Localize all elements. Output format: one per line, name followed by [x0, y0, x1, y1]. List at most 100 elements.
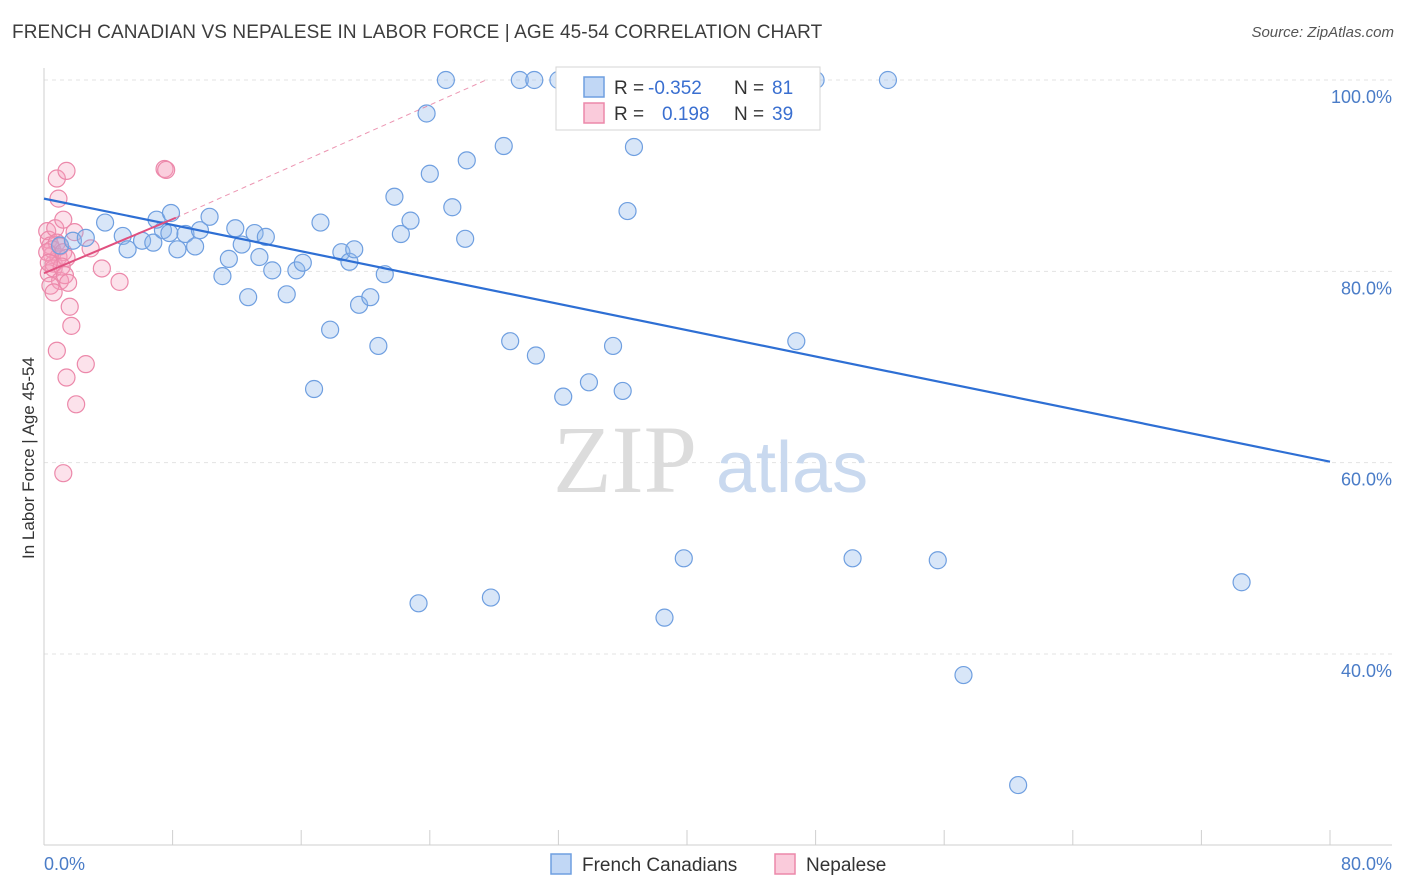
- french-canadian-point: [443, 198, 462, 217]
- french-canadian-point: [311, 213, 330, 232]
- watermark-zip: ZIP: [553, 406, 697, 513]
- chart-title: FRENCH CANADIAN VS NEPALESE IN LABOR FOR…: [12, 22, 823, 43]
- y-tick-label-40: 40.0%: [1341, 661, 1392, 681]
- french-canadian-point: [95, 213, 115, 232]
- french-canadian-point: [878, 70, 898, 90]
- french-canadian-point: [213, 267, 232, 286]
- french-canadian-point: [369, 336, 388, 356]
- french-canadian-point: [160, 223, 179, 243]
- french-canadian-point: [525, 70, 544, 90]
- y-axis-label: In Labor Force | Age 45-54: [19, 357, 38, 559]
- french-canadian-point: [401, 211, 420, 230]
- french-canadian-point: [277, 285, 296, 304]
- french-canadian-point: [928, 551, 947, 570]
- bottom-legend-swatch-nepal: [774, 853, 796, 875]
- y-tick-label-60: 60.0%: [1341, 470, 1392, 490]
- french-canadian-point: [674, 549, 693, 568]
- nepalese-point: [47, 169, 66, 188]
- nepalese-point: [57, 368, 76, 387]
- french-canadian-point: [618, 201, 637, 221]
- nepalese-point: [57, 161, 76, 180]
- x-tick-label-80: 80.0%: [1341, 854, 1392, 874]
- french-canadian-point: [579, 373, 599, 392]
- nepalese-point: [44, 283, 63, 302]
- french-canadian-point: [250, 247, 269, 267]
- french-canadian-point: [345, 240, 364, 259]
- nepalese-point: [54, 210, 73, 229]
- french-canadian-point: [843, 549, 862, 568]
- french-canadian-point: [226, 219, 245, 238]
- french-canadian-point: [144, 233, 163, 252]
- french-canadian-point: [457, 151, 476, 170]
- legend-r-label-french: R =: [614, 78, 644, 99]
- y-tick-labels: 40.0% 60.0% 80.0% 100.0%: [1331, 87, 1392, 681]
- nepalese-trend-extension: [175, 79, 487, 219]
- french-canadian-point: [655, 608, 674, 627]
- nepalese-point: [59, 273, 78, 292]
- french-canadian-point: [304, 379, 324, 399]
- french-canadian-point: [510, 70, 529, 90]
- french-canadian-point: [219, 249, 238, 268]
- french-canadian-point: [603, 336, 623, 356]
- french-canadian-point: [76, 228, 95, 247]
- legend-r-label-nepal: R =: [614, 104, 644, 125]
- french-canadian-point: [293, 253, 312, 272]
- french-canadian-point: [200, 207, 219, 226]
- nepalese-point: [110, 272, 129, 291]
- legend-n-value-french: 81: [772, 78, 793, 99]
- french-canadian-point: [456, 229, 475, 248]
- french-canadian-point: [417, 104, 436, 123]
- legend-n-label-french: N =: [734, 78, 764, 99]
- french-canadian-point: [494, 136, 513, 156]
- bottom-legend-label-nepal: Nepalese: [806, 855, 886, 876]
- legend-r-value-nepal: 0.198: [662, 104, 710, 125]
- bottom-legend-label-french: French Canadians: [582, 855, 737, 876]
- nepalese-point: [157, 160, 176, 180]
- legend-n-label-nepal: N =: [734, 104, 764, 125]
- legend-swatch-french: [583, 76, 605, 98]
- x-tick-labels: 0.0% 80.0%: [43, 830, 1392, 874]
- legend-swatch-nepal: [583, 102, 605, 124]
- zipatlas-watermark: ZIP atlas: [553, 406, 868, 513]
- legend-n-value-nepal: 39: [772, 104, 793, 125]
- trend-lines: [43, 79, 1331, 463]
- correlation-legend: R = -0.352 N = 81 R = 0.198 N = 39: [555, 66, 821, 131]
- axes: [43, 68, 1392, 846]
- nepalese-point: [60, 297, 79, 316]
- french-canadian-point: [256, 227, 275, 246]
- french-canadian-point: [481, 588, 500, 607]
- nepalese-point: [92, 259, 111, 278]
- french-canadian-point: [176, 224, 195, 244]
- nepalese-points: [38, 159, 176, 483]
- french-canadian-point: [409, 594, 428, 613]
- french-canadian-point: [1009, 775, 1028, 795]
- french-canadian-point: [361, 288, 380, 307]
- watermark-atlas: atlas: [716, 428, 868, 508]
- nepalese-point: [54, 464, 73, 483]
- french-canadian-point: [613, 381, 632, 401]
- french-canadian-point: [624, 137, 644, 157]
- french-canadian-point: [954, 665, 973, 685]
- nepalese-point: [47, 341, 66, 360]
- french-canadian-point: [263, 261, 282, 280]
- nepalese-point: [62, 316, 81, 335]
- french-canadian-point: [118, 240, 137, 259]
- french-canadian-point: [501, 332, 520, 351]
- nepalese-trend-line: [43, 216, 177, 275]
- french-canadian-point: [436, 70, 455, 90]
- nepalese-point: [155, 159, 174, 179]
- french-canadian-point: [186, 237, 205, 256]
- french-canadian-point: [391, 224, 410, 244]
- bottom-legend-swatch-french: [550, 853, 572, 875]
- nepalese-point: [49, 189, 68, 208]
- french-canadian-point: [787, 332, 806, 351]
- legend-r-value-french: -0.352: [648, 78, 702, 99]
- nepalese-point: [67, 395, 86, 414]
- french-canadian-point: [526, 346, 545, 365]
- y-tick-label-80: 80.0%: [1341, 278, 1392, 298]
- chart-source: Source: ZipAtlas.com: [1251, 24, 1394, 41]
- x-tick-label-0: 0.0%: [44, 854, 85, 874]
- series-legend: French Canadians Nepalese: [550, 853, 886, 876]
- french-canadian-point: [239, 288, 258, 307]
